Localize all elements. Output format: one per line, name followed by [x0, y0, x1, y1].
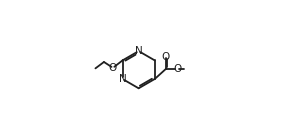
Text: N: N	[119, 74, 126, 84]
Text: O: O	[109, 63, 117, 73]
Text: N: N	[135, 46, 143, 56]
Text: O: O	[173, 64, 181, 74]
Text: O: O	[162, 52, 170, 62]
